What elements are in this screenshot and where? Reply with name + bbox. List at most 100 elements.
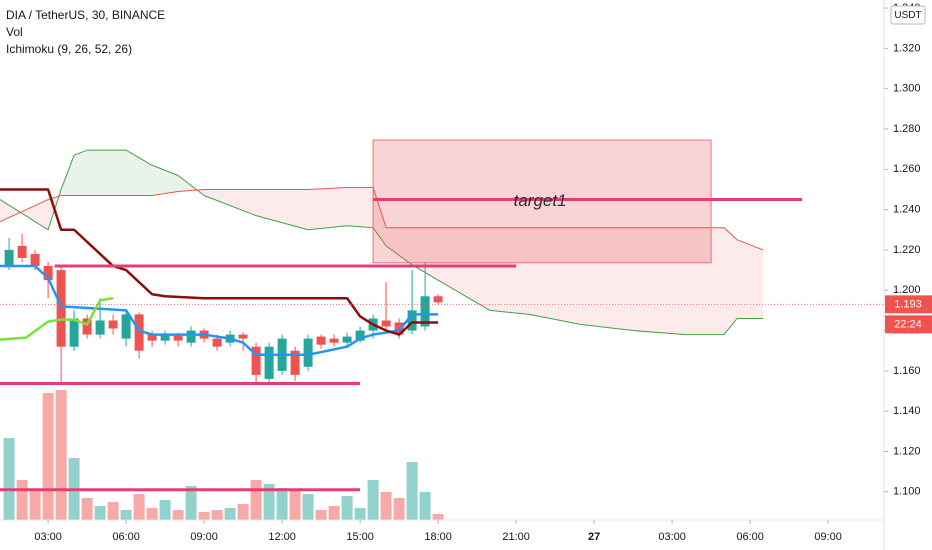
volume-bar [120, 510, 132, 520]
currency[interactable]: USDT [894, 10, 921, 21]
volume-bar [42, 393, 54, 520]
candle-body [290, 350, 300, 375]
target-label: target1 [514, 191, 567, 210]
candle-body [264, 346, 274, 379]
cloud-fill [74, 150, 88, 196]
candle-body [433, 296, 443, 303]
volume-bar [81, 498, 93, 520]
y-tick-label: 1.280 [893, 123, 921, 135]
y-tick-label: 1.120 [893, 445, 921, 457]
volume-bar [354, 508, 366, 520]
y-tick-label: 1.100 [893, 486, 921, 498]
x-tick-label: 15:00 [346, 531, 374, 543]
indicator-label: Ichimoku (9, 26, 52, 26) [6, 42, 132, 56]
x-tick-label: 03:00 [34, 531, 62, 543]
cloud-fill [308, 187, 348, 230]
cloud-fill [386, 227, 413, 265]
candle-body [394, 322, 404, 335]
cloud-fill [373, 187, 387, 246]
cloud-fill [529, 227, 582, 325]
y-tick-label: 1.240 [893, 204, 921, 216]
candle-body [355, 330, 365, 341]
countdown-label: 22:24 [894, 319, 922, 331]
volume-bar [16, 480, 28, 520]
candle-body [186, 330, 196, 343]
x-tick-label: 09:00 [190, 531, 218, 543]
candle-body [251, 346, 261, 375]
volume-bar [237, 504, 249, 520]
x-tick-label: 09:00 [814, 531, 842, 543]
volume-bar [341, 496, 353, 520]
volume-bar [29, 490, 41, 520]
volume-bar [393, 498, 405, 520]
y-tick-label: 1.220 [893, 244, 921, 256]
x-tick-label: 12:00 [268, 531, 296, 543]
candle-body [407, 310, 417, 331]
candle-body [160, 334, 170, 341]
cloud-fill [61, 155, 75, 196]
plot-area: target1 [0, 139, 884, 520]
candle-body [342, 336, 352, 343]
volume-bar [250, 480, 262, 520]
chart-title: DIA / TetherUS, 30, BINANCE [6, 8, 165, 22]
cloud-span-a [0, 149, 764, 336]
volume-bar [432, 514, 444, 520]
currency-box[interactable] [890, 5, 926, 25]
cloud-fill [685, 227, 725, 335]
volume-bar [185, 486, 197, 520]
volume-bar [328, 506, 340, 520]
volume-bar [172, 510, 184, 520]
volume-bar [302, 494, 314, 520]
volume-bar [146, 508, 158, 520]
cloud-fill [126, 150, 153, 196]
indicator-line [0, 297, 114, 341]
candle-body [420, 296, 430, 327]
y-tick-label: 1.320 [893, 42, 921, 54]
x-tick-label: 27 [588, 531, 600, 543]
x-tick-label: 06:00 [736, 531, 764, 543]
volume-bar [380, 492, 392, 520]
cloud-fill [347, 187, 374, 228]
y-tick-label: 1.160 [893, 365, 921, 377]
x-tick-label: 03:00 [658, 531, 686, 543]
candle-body [303, 338, 313, 367]
y-tick-label: 1.200 [893, 284, 921, 296]
volume-bar [367, 480, 379, 520]
candle-body [17, 245, 27, 258]
volume-bar [315, 510, 327, 520]
candle-body [30, 253, 40, 267]
volume-bar [276, 488, 288, 520]
volume-bar [289, 490, 301, 520]
indicator-line [0, 188, 439, 336]
y-tick-label: 1.140 [893, 405, 921, 417]
volume-bar [133, 494, 145, 520]
candle-body [238, 334, 248, 339]
cloud-fill [490, 227, 530, 315]
cloud-fill [633, 227, 686, 335]
volume-bar [419, 492, 431, 520]
volume-label: Vol [6, 25, 23, 39]
volume-bar [224, 508, 236, 520]
candle-body [212, 338, 222, 347]
candle-body [329, 338, 339, 343]
cloud-span-b [0, 186, 764, 251]
x-tick-label: 18:00 [424, 531, 452, 543]
volume-bar [159, 500, 171, 520]
volume-bar [3, 438, 15, 520]
candle-body [134, 314, 144, 351]
candle-body [95, 320, 105, 335]
cloud-fill [581, 227, 634, 331]
candle-body [43, 266, 53, 281]
candle-body [381, 320, 391, 327]
volume-bar [211, 510, 223, 520]
volume-bar [94, 506, 106, 520]
volume-bar [55, 390, 67, 520]
x-tick-label: 21:00 [502, 531, 530, 543]
x-tick-label: 06:00 [112, 531, 140, 543]
candle-body [4, 249, 14, 267]
candle-body [147, 334, 157, 341]
volume-bar [406, 462, 418, 520]
candle-body [56, 270, 66, 347]
cloud-fill [438, 227, 491, 311]
